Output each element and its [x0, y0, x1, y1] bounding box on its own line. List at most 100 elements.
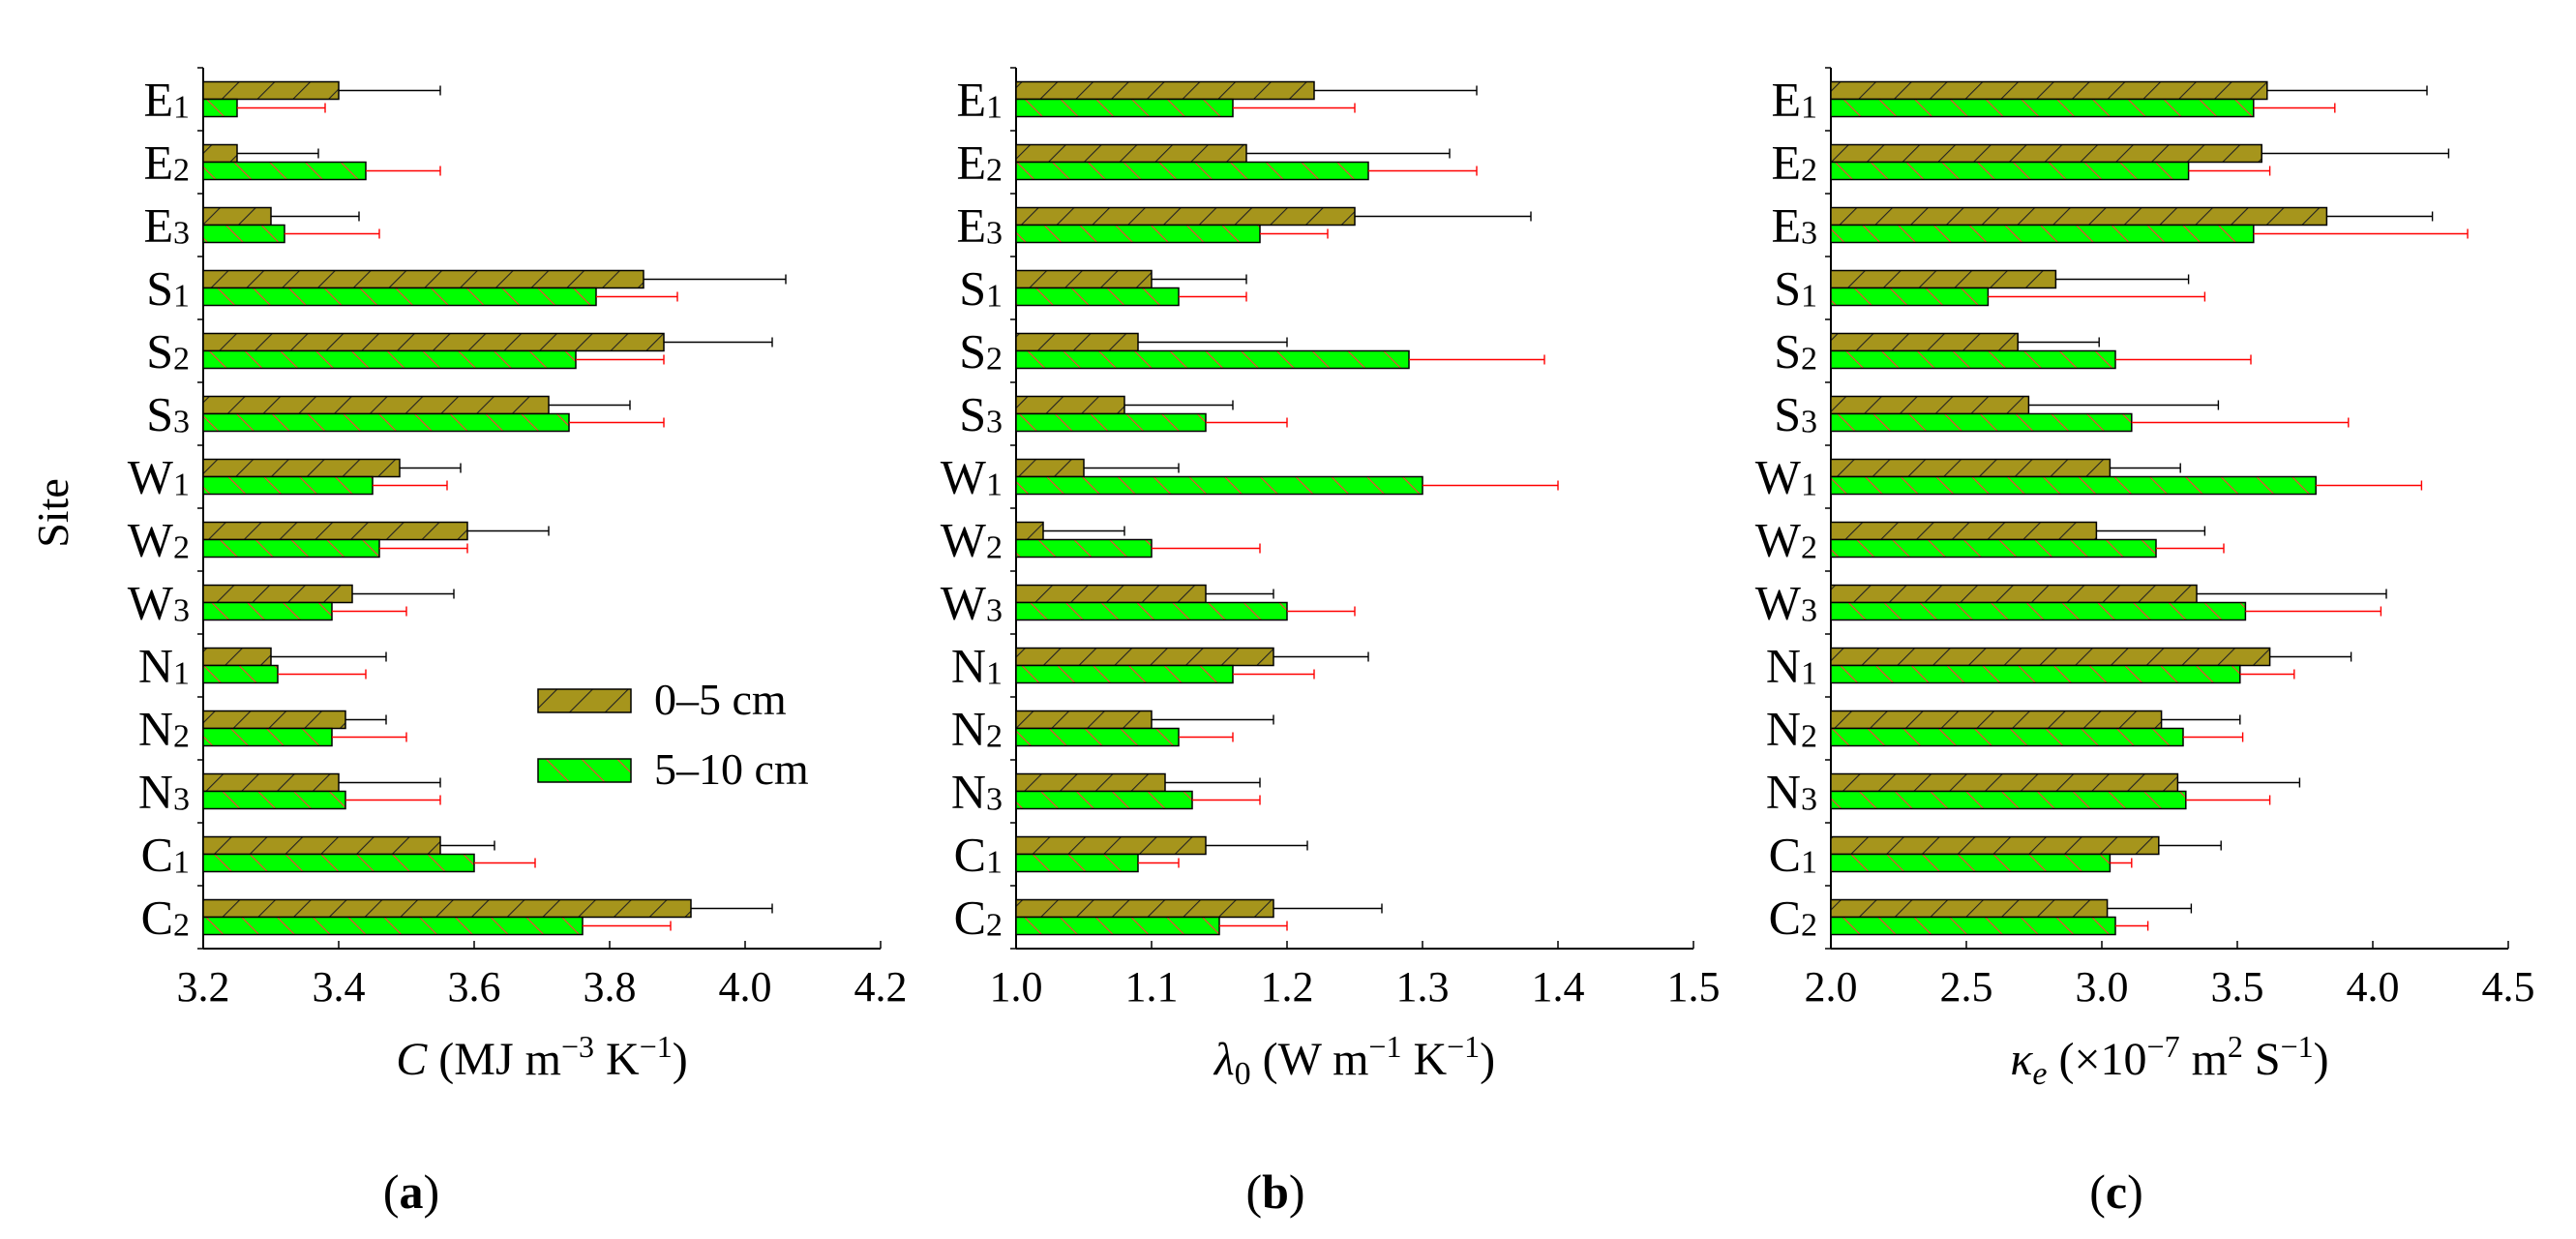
panel-c-bar-n1-series-2 — [1830, 664, 2241, 684]
panel-b-site-label: C2 — [954, 891, 1003, 945]
panel-a-bar-e2-series-2 — [202, 161, 367, 181]
panel-a-bar-s3-series-1 — [202, 395, 550, 415]
panel-c-bar-n1-series-1 — [1830, 647, 2271, 667]
panel-c-bar-w3-series-2 — [1830, 601, 2247, 621]
panel-b-bar-s2-series-2 — [1015, 349, 1410, 370]
panel-b-bar-s3-series-2 — [1015, 412, 1207, 433]
panel-a-bar-n1-series-2 — [202, 664, 279, 684]
panel-c-x-tick-label: 4.5 — [2482, 963, 2535, 1011]
panel-c-bar-w2-series-1 — [1830, 521, 2098, 541]
panel-c-bar-s1-series-1 — [1830, 269, 2057, 289]
panel-b-site-label: N2 — [951, 702, 1003, 756]
panel-a-x-tick-label: 4.2 — [854, 963, 908, 1011]
legend-swatch-0-5cm — [537, 688, 632, 713]
panel-a-site-label: S1 — [146, 261, 190, 316]
legend-swatch-5-10cm — [537, 758, 632, 783]
panel-b-x-tick-label: 1.5 — [1667, 963, 1721, 1011]
panel-b-site-label: E2 — [956, 136, 1003, 190]
panel-c-site-label: N1 — [1766, 639, 1817, 693]
panel-a-bar-c1-series-1 — [202, 835, 441, 856]
panel-a-bar-w1-series-2 — [202, 475, 374, 496]
panel-c-site-label: N3 — [1766, 765, 1817, 819]
panel-c-site-label: W3 — [1755, 576, 1817, 630]
panel-c-bar-w1-series-1 — [1830, 458, 2112, 478]
panel-b-site-label: S2 — [959, 324, 1003, 378]
panel-c-site-label: W2 — [1755, 513, 1817, 567]
panel-a-bar-n2-series-1 — [202, 710, 346, 730]
panel-a-bar-s2-series-1 — [202, 332, 665, 352]
panel-b-bar-c1-series-1 — [1015, 835, 1207, 856]
panel-a-bar-n3-series-1 — [202, 772, 340, 793]
panel-b-site-label: N1 — [951, 639, 1003, 693]
panel-c-site-label: S1 — [1774, 261, 1817, 316]
panel-b-bar-e3-series-1 — [1015, 206, 1356, 227]
panel-a-bar-n1-series-1 — [202, 647, 272, 667]
panel-b-site-label: S3 — [959, 387, 1003, 441]
panel-a-bar-e3-series-2 — [202, 224, 285, 244]
panel-c-bar-s1-series-2 — [1830, 287, 1990, 307]
panel-a-x-tick-label: 3.2 — [177, 963, 230, 1011]
panel-b-bar-w1-series-2 — [1015, 475, 1423, 496]
panel-label-b-letter: b — [1262, 1164, 1289, 1219]
panel-c-bar-s3-series-2 — [1830, 412, 2133, 433]
panel-b-bar-n2-series-2 — [1015, 727, 1180, 747]
panel-b-site-label: S1 — [959, 261, 1003, 316]
panel-c-bar-s2-series-1 — [1830, 332, 2019, 352]
panel-c-site-label: E1 — [1771, 73, 1817, 127]
panel-c-bar-c2-series-2 — [1830, 916, 2116, 936]
panel-a-bar-s3-series-2 — [202, 412, 570, 433]
panel-a-site-label: S3 — [146, 387, 190, 441]
panel-b-x-tick-label: 1.4 — [1532, 963, 1585, 1011]
panel-b-bar-c2-series-2 — [1015, 916, 1220, 936]
panel-b-bar-n3-series-1 — [1015, 772, 1166, 793]
panel-c-bar-c1-series-1 — [1830, 835, 2160, 856]
panel-a-site-label: E3 — [143, 198, 190, 253]
panel-a-bar-n2-series-2 — [202, 727, 333, 747]
legend-label-0-5cm: 0–5 cm — [654, 675, 787, 724]
panel-b-bar-e1-series-2 — [1015, 98, 1234, 118]
panel-c-bar-s3-series-1 — [1830, 395, 2030, 415]
panel-c-x-tick-label: 4.0 — [2347, 963, 2400, 1011]
panel-label-a-letter: a — [400, 1164, 424, 1219]
panel-b-bar-s3-series-1 — [1015, 395, 1125, 415]
panel-c-bar-n2-series-2 — [1830, 727, 2184, 747]
panel-b-bar-w3-series-2 — [1015, 601, 1288, 621]
panel-label-c-letter: c — [2106, 1164, 2127, 1219]
panel-c-site-label: S2 — [1774, 324, 1817, 378]
panel-b-bar-c1-series-2 — [1015, 853, 1139, 873]
panel-a-site-label: N3 — [138, 765, 190, 819]
panel-c-bar-c1-series-2 — [1830, 853, 2112, 873]
panel-c-site-label: N2 — [1766, 702, 1817, 756]
panel-c-bar-e1-series-1 — [1830, 80, 2268, 101]
panel-a-site-label: N2 — [138, 702, 190, 756]
panel-b-site-label: E3 — [956, 198, 1003, 253]
panel-c-x-tick-label: 2.0 — [1805, 963, 1858, 1011]
panel-b-bar-w2-series-2 — [1015, 538, 1153, 559]
panel-a-x-tick-label: 4.0 — [719, 963, 772, 1011]
panel-b-bar-n1-series-1 — [1015, 647, 1274, 667]
panel-a-site-label: C2 — [141, 891, 190, 945]
panel-b-bar-n2-series-1 — [1015, 710, 1153, 730]
panel-a-bar-s1-series-2 — [202, 287, 597, 307]
panel-c-bar-e1-series-2 — [1830, 98, 2255, 118]
panel-c-bar-n2-series-1 — [1830, 710, 2163, 730]
panel-c-site-label: S3 — [1774, 387, 1817, 441]
panel-a-chart: 3.2 3.4 3.6 3.8 4.0 4.2 E1 E2 E3 S1 S2 S3 W1 W2 W3 N1 N2… — [128, 67, 908, 1085]
panel-a-bar-c2-series-1 — [202, 898, 692, 919]
panel-label-b: (b) — [1245, 1164, 1304, 1219]
panel-a-site-label: W1 — [128, 450, 190, 504]
panel-c-chart: 2.0 2.5 3.0 3.5 4.0 4.5 E1 E2 E3 S1 S2 S3 W1 W2 W3 N1 N2… — [1755, 67, 2535, 1092]
panel-c-bar-e2-series-1 — [1830, 143, 2262, 164]
panel-c-x-tick-label: 3.5 — [2211, 963, 2264, 1011]
panel-a-bar-w2-series-1 — [202, 521, 468, 541]
panel-a-bar-e1-series-1 — [202, 80, 340, 101]
panel-c-site-label: C1 — [1769, 828, 1817, 882]
panel-b-bar-e1-series-1 — [1015, 80, 1315, 101]
panel-a-site-label: N1 — [138, 639, 190, 693]
panel-c-bar-e3-series-1 — [1830, 206, 2328, 227]
panel-c-bar-e2-series-2 — [1830, 161, 2190, 181]
panel-c-bar-w3-series-1 — [1830, 584, 2198, 604]
panel-a-site-label: E1 — [143, 73, 190, 127]
panel-label-a: (a) — [383, 1164, 439, 1219]
panel-a-site-label: C1 — [141, 828, 190, 882]
